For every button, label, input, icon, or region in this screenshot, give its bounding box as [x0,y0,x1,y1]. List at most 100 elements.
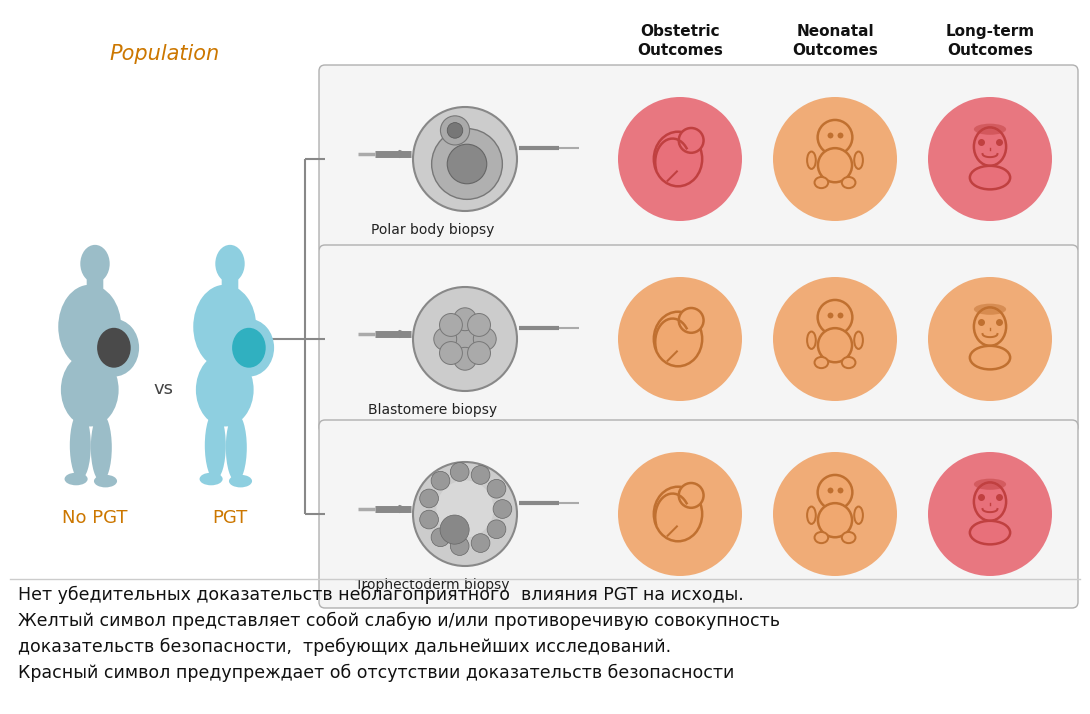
FancyBboxPatch shape [221,269,239,292]
Circle shape [432,471,450,490]
Circle shape [818,300,852,335]
Text: Нет убедительных доказательств неблагоприятного  влияния PGT на исходы.
Желтый с: Нет убедительных доказательств неблагопр… [19,586,780,683]
Circle shape [440,116,470,145]
Text: Neonatal
Outcomes: Neonatal Outcomes [792,24,877,58]
Circle shape [468,313,491,336]
Ellipse shape [205,411,226,480]
Circle shape [471,466,489,484]
Circle shape [471,533,489,553]
Circle shape [447,123,463,139]
Circle shape [679,128,703,153]
Ellipse shape [232,328,266,368]
Circle shape [928,97,1052,221]
Circle shape [439,313,462,336]
Circle shape [679,308,703,333]
Circle shape [487,479,506,498]
FancyBboxPatch shape [319,420,1078,608]
Circle shape [420,489,438,508]
Ellipse shape [970,166,1010,189]
Text: Population: Population [110,44,220,64]
Circle shape [618,452,742,576]
Circle shape [453,308,476,331]
Circle shape [432,528,450,547]
Ellipse shape [193,285,256,368]
Circle shape [493,500,512,518]
Text: Obstetric
Outcomes: Obstetric Outcomes [637,24,723,58]
Circle shape [773,452,897,576]
Ellipse shape [973,124,1006,135]
Circle shape [436,481,494,538]
Ellipse shape [654,487,702,541]
Ellipse shape [814,177,828,188]
Circle shape [450,463,469,481]
Ellipse shape [216,245,244,283]
FancyBboxPatch shape [319,245,1078,433]
Circle shape [413,287,517,391]
Ellipse shape [973,308,1006,346]
Ellipse shape [654,131,702,186]
Circle shape [928,452,1052,576]
Ellipse shape [855,151,863,169]
Circle shape [818,475,852,510]
Ellipse shape [97,328,131,368]
Ellipse shape [818,328,852,362]
Circle shape [773,277,897,401]
Ellipse shape [814,357,828,368]
Circle shape [618,277,742,401]
Circle shape [440,515,469,544]
Ellipse shape [229,475,252,488]
Ellipse shape [226,413,246,482]
FancyBboxPatch shape [319,65,1078,253]
Ellipse shape [94,475,117,488]
Circle shape [413,107,517,211]
Ellipse shape [855,331,863,349]
Ellipse shape [841,177,856,188]
Ellipse shape [970,346,1010,369]
Ellipse shape [970,521,1010,544]
Ellipse shape [973,478,1006,490]
Circle shape [453,328,476,351]
Ellipse shape [973,483,1006,521]
Ellipse shape [814,532,828,543]
Circle shape [434,328,457,351]
Circle shape [468,341,491,364]
Ellipse shape [855,506,863,524]
Text: Long-term
Outcomes: Long-term Outcomes [945,24,1034,58]
Ellipse shape [973,127,1006,166]
Ellipse shape [973,303,1006,315]
Ellipse shape [841,357,856,368]
Ellipse shape [61,353,119,426]
Circle shape [618,97,742,221]
Ellipse shape [196,353,254,426]
Ellipse shape [818,148,852,182]
Circle shape [439,341,462,364]
Text: Trophectoderm biopsy: Trophectoderm biopsy [355,578,510,592]
Text: No PGT: No PGT [62,509,128,527]
Ellipse shape [807,151,815,169]
Ellipse shape [654,312,702,366]
Circle shape [818,120,852,155]
Circle shape [773,97,897,221]
Circle shape [473,328,496,351]
Text: Blastomere biopsy: Blastomere biopsy [368,403,497,417]
Ellipse shape [807,331,815,349]
Ellipse shape [90,413,112,482]
FancyBboxPatch shape [87,269,104,292]
Circle shape [928,277,1052,401]
Ellipse shape [223,319,274,376]
Ellipse shape [818,503,852,537]
Ellipse shape [58,285,121,368]
Circle shape [487,520,506,538]
Ellipse shape [199,473,222,486]
Text: PGT: PGT [213,509,247,527]
Circle shape [447,144,487,183]
Ellipse shape [64,473,87,486]
Ellipse shape [807,506,815,524]
Circle shape [432,129,502,199]
Circle shape [679,483,703,508]
Text: Polar body biopsy: Polar body biopsy [371,223,494,237]
Ellipse shape [88,319,140,376]
Text: vs: vs [153,380,173,398]
Ellipse shape [81,245,110,283]
Circle shape [413,462,517,566]
